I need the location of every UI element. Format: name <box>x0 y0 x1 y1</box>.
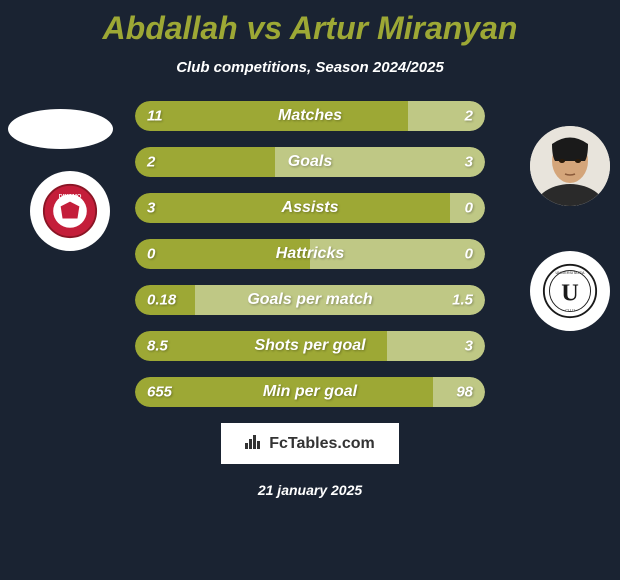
stat-row: 11 2 Matches <box>135 101 485 131</box>
svg-text:U: U <box>561 279 579 306</box>
stat-value-right: 3 <box>465 338 473 355</box>
stat-label: Min per goal <box>263 383 357 401</box>
stat-value-right: 0 <box>465 246 473 263</box>
player-right-photo <box>530 126 610 206</box>
stat-label: Hattricks <box>276 245 344 263</box>
stat-value-left: 11 <box>147 108 163 125</box>
stat-value-right: 98 <box>456 384 473 401</box>
page-date: 21 january 2025 <box>0 482 620 498</box>
stat-row: 0.18 1.5 Goals per match <box>135 285 485 315</box>
bar-left <box>135 147 275 177</box>
stat-value-left: 8.5 <box>147 338 168 355</box>
svg-text:DINAMO: DINAMO <box>59 194 82 200</box>
stat-label: Shots per goal <box>254 337 365 355</box>
brand-box: FcTables.com <box>221 423 399 464</box>
stat-label: Goals <box>288 153 332 171</box>
stat-value-right: 2 <box>465 108 473 125</box>
stat-value-left: 655 <box>147 384 172 401</box>
stat-label: Goals per match <box>247 291 372 309</box>
bar-left <box>135 101 408 131</box>
club-right-badge: U UNIVERSITATEA CLUJ <box>530 251 610 331</box>
stats-container: 11 2 Matches 2 3 Goals 3 0 Assists 0 0 Hattricks 0.1… <box>135 101 485 407</box>
stat-value-right: 0 <box>465 200 473 217</box>
stat-label: Assists <box>282 199 339 217</box>
stat-value-left: 3 <box>147 200 155 217</box>
stat-row: 2 3 Goals <box>135 147 485 177</box>
page-title: Abdallah vs Artur Miranyan <box>0 0 620 47</box>
stat-row: 3 0 Assists <box>135 193 485 223</box>
svg-text:UNIVERSITATEA: UNIVERSITATEA <box>556 271 586 275</box>
stat-value-right: 3 <box>465 154 473 171</box>
stat-value-left: 0.18 <box>147 292 176 309</box>
stat-value-left: 0 <box>147 246 155 263</box>
stat-row: 0 0 Hattricks <box>135 239 485 269</box>
footer-logo: FcTables.com <box>0 423 620 464</box>
stat-row: 8.5 3 Shots per goal <box>135 331 485 361</box>
brand-text: FcTables.com <box>269 435 375 453</box>
player-left-photo <box>8 109 113 149</box>
svg-text:CLUJ: CLUJ <box>565 309 574 313</box>
comparison-content: DINAMO U UNIVERSITATEA CLUJ 11 2 Matches 2 3… <box>0 101 620 407</box>
club-left-badge: DINAMO <box>30 171 110 251</box>
page-subtitle: Club competitions, Season 2024/2025 <box>0 59 620 76</box>
stat-label: Matches <box>278 107 342 125</box>
chart-bars-icon <box>245 433 263 454</box>
stat-value-left: 2 <box>147 154 155 171</box>
stat-row: 655 98 Min per goal <box>135 377 485 407</box>
stat-value-right: 1.5 <box>452 292 473 309</box>
bar-right <box>408 101 485 131</box>
